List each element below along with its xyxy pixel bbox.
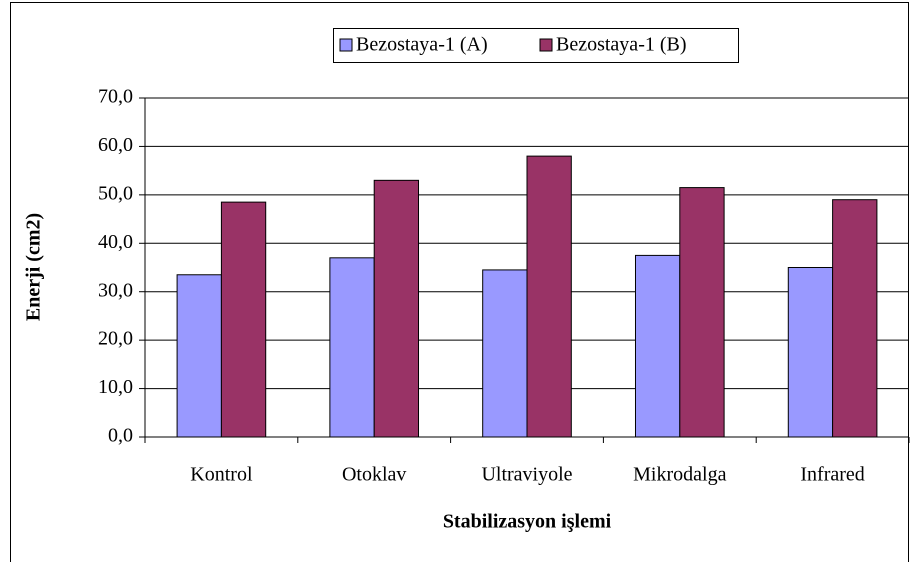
y-tick-label: 70,0 [98, 86, 133, 108]
legend-box [333, 28, 739, 63]
bar [679, 187, 725, 438]
bar [482, 269, 528, 438]
x-tick-label: Ultraviyole [481, 464, 572, 486]
legend-label: Bezostaya-1 (B) [556, 34, 687, 56]
x-tick-label: Kontrol [190, 464, 253, 486]
x-tick-label: Otoklav [342, 464, 406, 486]
legend-label: Bezostaya-1 (A) [356, 34, 488, 56]
x-tick-label: Infrared [800, 464, 864, 486]
bar [787, 267, 834, 438]
bar [373, 179, 420, 438]
bar [526, 155, 572, 438]
legend-swatch [539, 38, 553, 52]
y-tick-label: 30,0 [98, 279, 133, 301]
y-tick-label: 50,0 [98, 182, 133, 204]
y-tick-label: 0,0 [108, 425, 133, 447]
x-tick-label: Mikrodalga [633, 464, 726, 486]
bar [832, 199, 878, 438]
bar [220, 201, 267, 438]
y-tick-label: 60,0 [98, 134, 133, 156]
x-axis-label: Stabilizasyon işlemi [443, 511, 612, 533]
y-tick-label: 10,0 [98, 376, 133, 398]
bar [176, 274, 222, 438]
y-tick-label: 20,0 [98, 328, 133, 350]
bar [329, 257, 375, 438]
y-tick-label: 40,0 [98, 231, 133, 253]
bar [634, 254, 681, 438]
chart-border [10, 2, 909, 562]
y-axis-label: Enerji (cm2) [23, 213, 45, 321]
legend-swatch [339, 38, 353, 52]
